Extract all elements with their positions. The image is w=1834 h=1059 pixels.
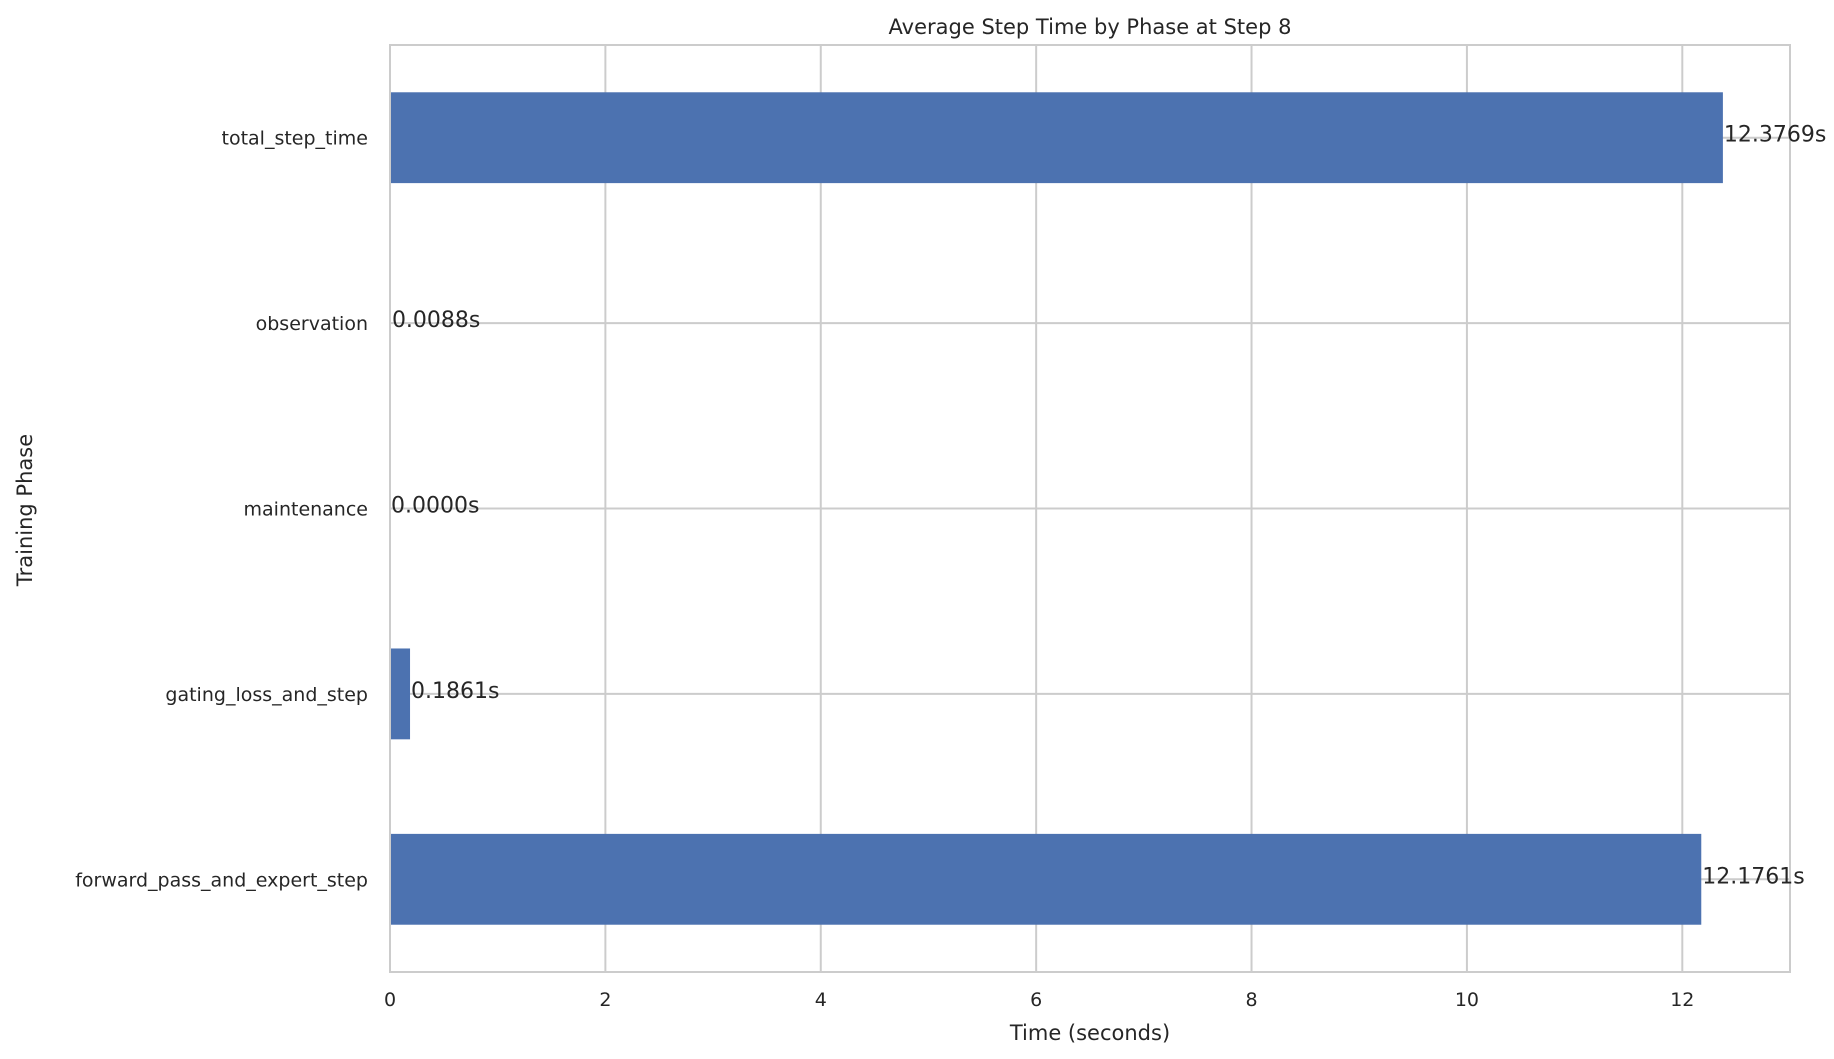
x-tick-label: 10	[1455, 989, 1479, 1011]
y-axis-label: Training Phase	[13, 434, 37, 587]
bar	[390, 833, 1702, 925]
y-tick-label: forward_pass_and_expert_step	[75, 869, 368, 891]
y-tick-label: maintenance	[244, 499, 368, 521]
x-tick-label: 6	[1030, 989, 1042, 1011]
data-label: 0.0088s	[392, 308, 480, 333]
data-label: 0.1861s	[411, 679, 499, 704]
bar	[390, 92, 1723, 184]
x-tick-label: 4	[815, 989, 827, 1011]
data-label: 12.3769s	[1724, 123, 1826, 148]
y-tick-label: gating_loss_and_step	[165, 684, 368, 706]
data-label: 12.1761s	[1702, 864, 1804, 889]
grid-lines	[389, 45, 1790, 972]
bars	[390, 92, 1723, 925]
x-axis-label: Time (seconds)	[1009, 1021, 1170, 1045]
y-tick-label: total_step_time	[222, 128, 368, 150]
chart-title: Average Step Time by Phase at Step 8	[889, 15, 1292, 39]
y-tick-label: observation	[256, 313, 368, 335]
data-labels: 12.1761s 0.1861s 0.0000s 0.0088s 12.3769s	[391, 123, 1826, 890]
x-tick-label: 8	[1245, 989, 1257, 1011]
x-tick-label: 12	[1670, 989, 1694, 1011]
y-tick-labels: forward_pass_and_expert_step gating_loss_…	[75, 128, 368, 892]
x-tick-labels: 0 2 4 6 8 10 12	[384, 989, 1694, 1011]
plot-frame	[389, 44, 1791, 973]
x-tick-label: 2	[599, 989, 611, 1011]
x-tick-label: 0	[384, 989, 396, 1011]
data-label: 0.0000s	[391, 494, 479, 519]
bar	[390, 648, 411, 740]
